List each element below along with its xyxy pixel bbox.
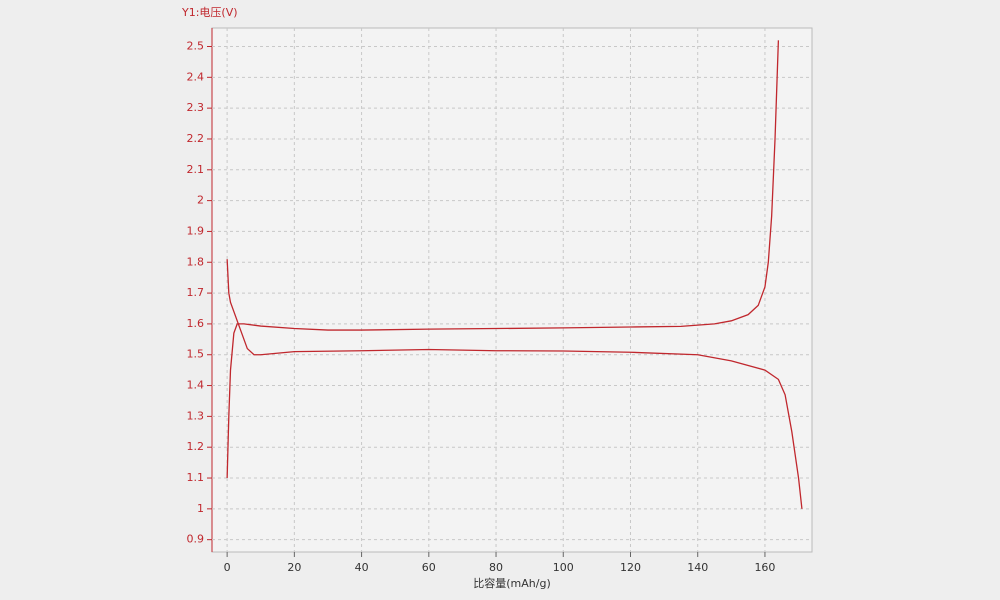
y-tick-label: 2 — [197, 194, 204, 207]
y-tick-label: 1.3 — [187, 409, 205, 422]
y-tick-label: 2.4 — [187, 70, 205, 83]
data-line — [226, 40, 780, 479]
x-tick-label: 60 — [422, 561, 436, 574]
x-tick-label: 140 — [687, 561, 708, 574]
y-tick-label: 2.3 — [187, 101, 205, 114]
x-tick-label: 160 — [754, 561, 775, 574]
y-tick-label: 1.6 — [187, 317, 205, 330]
x-tick-label: 20 — [287, 561, 301, 574]
y-tick-label: 1.5 — [187, 348, 205, 361]
y-axis-label: Y1:电压(V) — [181, 6, 238, 19]
x-tick-label: 40 — [355, 561, 369, 574]
y-tick-label: 1.8 — [187, 255, 205, 268]
y-tick-label: 1 — [197, 502, 204, 515]
x-tick-label: 0 — [224, 561, 231, 574]
y-tick-label: 1.2 — [187, 440, 205, 453]
y-tick-label: 1.1 — [187, 471, 205, 484]
y-tick-label: 2.1 — [187, 163, 205, 176]
y-tick-label: 2.5 — [187, 39, 205, 52]
y-tick-label: 1.7 — [187, 286, 205, 299]
plot-area — [211, 27, 813, 553]
x-tick-label: 120 — [620, 561, 641, 574]
y-tick-label: 2.2 — [187, 132, 205, 145]
y-tick-label: 1.9 — [187, 224, 205, 237]
y-tick-label: 0.9 — [187, 533, 205, 546]
x-axis-label: 比容量(mAh/g) — [473, 576, 550, 590]
x-tick-label: 80 — [489, 561, 503, 574]
y-tick-label: 1.4 — [187, 379, 205, 392]
x-tick-label: 100 — [553, 561, 574, 574]
data-line — [226, 259, 803, 509]
